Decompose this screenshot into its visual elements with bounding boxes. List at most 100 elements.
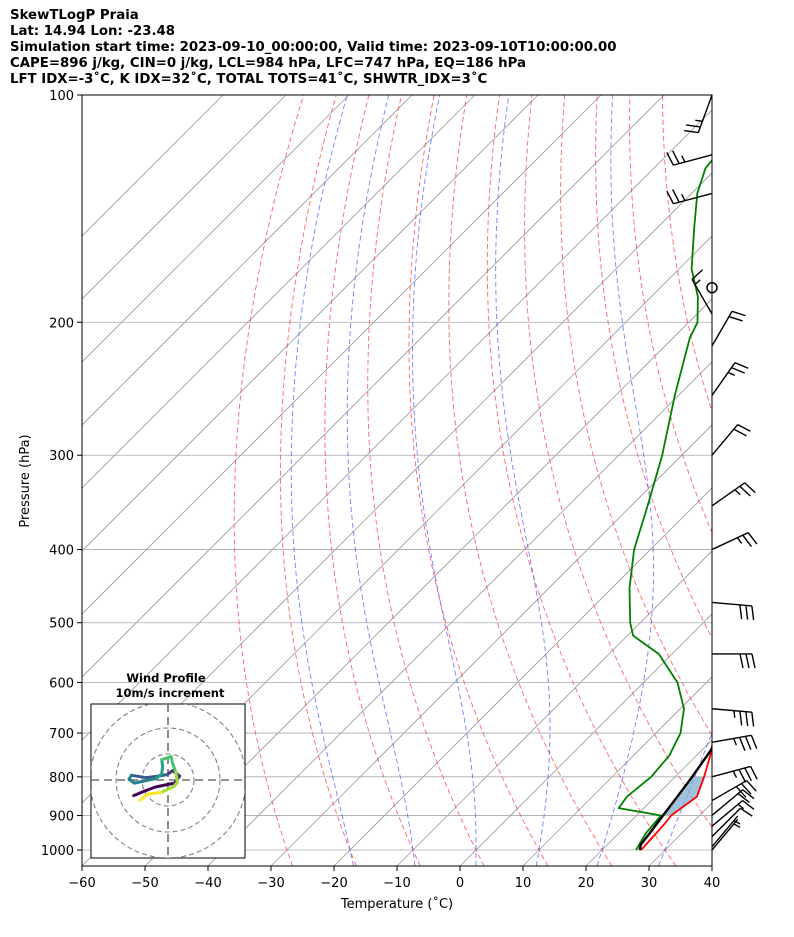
barb-feather xyxy=(672,150,680,164)
x-tick-label: −50 xyxy=(131,876,158,891)
x-tick-label: 0 xyxy=(456,876,464,891)
barb-staff xyxy=(697,94,713,133)
dry-adiabat xyxy=(560,95,712,737)
y-axis-label: Pressure (hPa) xyxy=(18,434,33,527)
chart-title: SkewTLogP Praia xyxy=(10,8,139,23)
barb-feather xyxy=(751,605,755,621)
hodograph-segment xyxy=(129,773,148,780)
dewpoint-line xyxy=(617,158,712,851)
wind-barb xyxy=(711,423,751,456)
wind-barb xyxy=(712,653,756,669)
barb-staff xyxy=(711,362,736,396)
y-tick-label: 400 xyxy=(49,544,74,559)
barb-staff xyxy=(711,482,746,507)
barb-feather xyxy=(747,532,758,545)
hodograph-segment xyxy=(145,785,158,792)
isotherm-line xyxy=(82,95,224,237)
barb-feather xyxy=(733,428,747,437)
wind-barb xyxy=(711,815,741,848)
isotherm-line xyxy=(82,95,602,615)
barb-staff xyxy=(711,765,751,778)
barb-staff xyxy=(711,815,739,848)
barb-feather xyxy=(745,653,750,669)
isotherm-line xyxy=(82,95,413,426)
dry-adiabat xyxy=(662,95,712,413)
barb-staff xyxy=(711,424,739,456)
parcel-line xyxy=(638,746,712,851)
hodograph-segment xyxy=(171,762,178,774)
x-axis-label: Temperature (˚C) xyxy=(340,896,453,912)
barb-feather xyxy=(666,190,674,205)
barb-feather xyxy=(738,737,746,751)
moist-adiabat xyxy=(495,95,551,866)
y-tick-label: 800 xyxy=(49,771,74,786)
barb-staff xyxy=(691,278,713,315)
barb-feather xyxy=(686,124,701,128)
x-tick-label: −30 xyxy=(257,876,284,891)
header: SkewTLogP Praia Lat: 14.94 Lon: -23.48 S… xyxy=(10,8,790,88)
barb-half-feather xyxy=(733,710,736,718)
wind-barb xyxy=(711,807,753,838)
barb-feather xyxy=(731,310,746,317)
isotherm-line xyxy=(82,95,350,363)
wind-barb xyxy=(666,150,713,166)
cape-line: CAPE=896 j/kg, CIN=0 j/kg, LCL=984 hPa, … xyxy=(10,56,527,71)
barb-staff xyxy=(711,807,741,838)
barb-feather xyxy=(742,789,755,800)
dry-adiabat xyxy=(408,95,549,866)
hodograph-segment xyxy=(160,755,173,762)
isotherm-line xyxy=(144,298,712,866)
hodograph-ring xyxy=(115,727,221,833)
wind-barb xyxy=(711,799,755,827)
dry-adiabat xyxy=(595,95,712,639)
isotherm-line xyxy=(207,361,712,866)
moist-adiabat xyxy=(658,731,712,866)
barb-feather xyxy=(740,783,752,795)
barb-feather xyxy=(739,807,753,817)
y-tick-label: 900 xyxy=(49,809,74,824)
barb-feather xyxy=(739,653,744,669)
index-line: LFT IDX=-3˚C, K IDX=32˚C, TOTAL TOTS=41˚… xyxy=(10,72,488,87)
wind-barb xyxy=(711,708,755,727)
isotherm-line xyxy=(82,95,665,678)
hodograph-segment xyxy=(174,770,179,784)
calm-circle xyxy=(706,281,718,294)
dry-adiabat xyxy=(233,95,305,866)
hodograph-segment xyxy=(138,792,150,802)
wind-barb xyxy=(711,818,741,851)
isotherm-line xyxy=(82,95,476,489)
barb-staff xyxy=(711,532,749,551)
barb-feather xyxy=(738,769,747,783)
barb-feather xyxy=(742,534,753,548)
wind-barb xyxy=(691,269,713,315)
dry-adiabat xyxy=(486,95,677,866)
location-line: Lat: 14.94 Lon: -23.48 xyxy=(10,24,176,39)
y-tick-label: 100 xyxy=(49,89,74,104)
hodograph-title: Wind Profile xyxy=(126,671,206,685)
barb-half-feather xyxy=(732,770,738,778)
hodograph-segment xyxy=(132,776,158,785)
barb-staff xyxy=(673,192,713,205)
wind-barb xyxy=(711,789,755,816)
barb-feather xyxy=(744,482,756,494)
barb-feather xyxy=(744,767,752,782)
wind-barb xyxy=(711,734,758,751)
barb-half-feather xyxy=(736,537,743,544)
barb-feather xyxy=(750,735,758,749)
isotherm-line xyxy=(270,424,712,866)
moist-adiabat xyxy=(346,95,416,866)
barb-feather xyxy=(739,485,751,497)
temperature-line xyxy=(640,741,712,851)
barb-staff xyxy=(711,601,752,607)
y-tick-label: 1000 xyxy=(41,844,74,859)
x-tick-label: 10 xyxy=(515,876,532,891)
barb-feather xyxy=(734,362,749,369)
isotherm-line xyxy=(82,109,712,741)
barb-feather xyxy=(751,653,756,669)
isotherm-line xyxy=(396,550,712,866)
barb-staff xyxy=(711,818,739,851)
shade-cape xyxy=(707,746,712,755)
wind-barb xyxy=(666,189,713,205)
barb-half-feather xyxy=(727,371,735,376)
dry-adiabat xyxy=(448,95,613,866)
